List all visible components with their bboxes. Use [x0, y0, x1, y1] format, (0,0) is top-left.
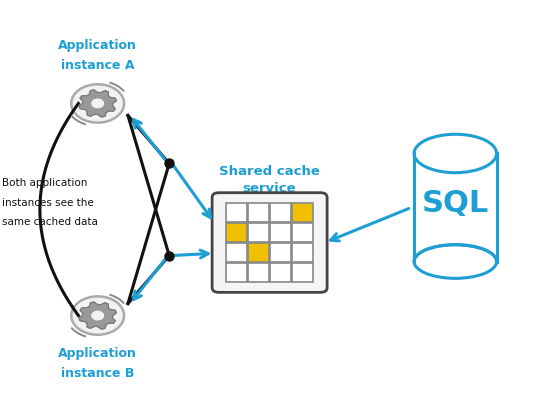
- Circle shape: [92, 99, 103, 108]
- Bar: [248, 243, 269, 262]
- Bar: [270, 203, 291, 222]
- Polygon shape: [79, 302, 116, 329]
- FancyBboxPatch shape: [212, 193, 327, 292]
- Bar: [293, 203, 313, 222]
- Bar: [270, 263, 291, 282]
- Bar: [293, 223, 313, 242]
- Text: SQL: SQL: [422, 189, 489, 218]
- Polygon shape: [79, 90, 116, 117]
- Text: same cached data: same cached data: [3, 217, 98, 227]
- Bar: [226, 243, 247, 262]
- Text: Shared cache: Shared cache: [219, 165, 320, 178]
- Text: Both application: Both application: [3, 179, 88, 189]
- Bar: [270, 243, 291, 262]
- Bar: [293, 263, 313, 282]
- Circle shape: [71, 296, 124, 335]
- Bar: [248, 263, 269, 282]
- Text: service: service: [243, 182, 296, 195]
- Text: instance B: instance B: [61, 367, 134, 380]
- Ellipse shape: [414, 245, 497, 278]
- Bar: [270, 223, 291, 242]
- Bar: [248, 203, 269, 222]
- Bar: [414, 154, 497, 262]
- Circle shape: [71, 84, 124, 123]
- Ellipse shape: [414, 134, 497, 172]
- Circle shape: [92, 312, 103, 320]
- Text: Application: Application: [58, 347, 137, 360]
- Bar: [226, 203, 247, 222]
- Text: Application: Application: [58, 39, 137, 52]
- Bar: [293, 243, 313, 262]
- Bar: [248, 223, 269, 242]
- Bar: [226, 223, 247, 242]
- Text: instances see the: instances see the: [3, 198, 94, 208]
- Text: instance A: instance A: [61, 59, 134, 72]
- Bar: [226, 263, 247, 282]
